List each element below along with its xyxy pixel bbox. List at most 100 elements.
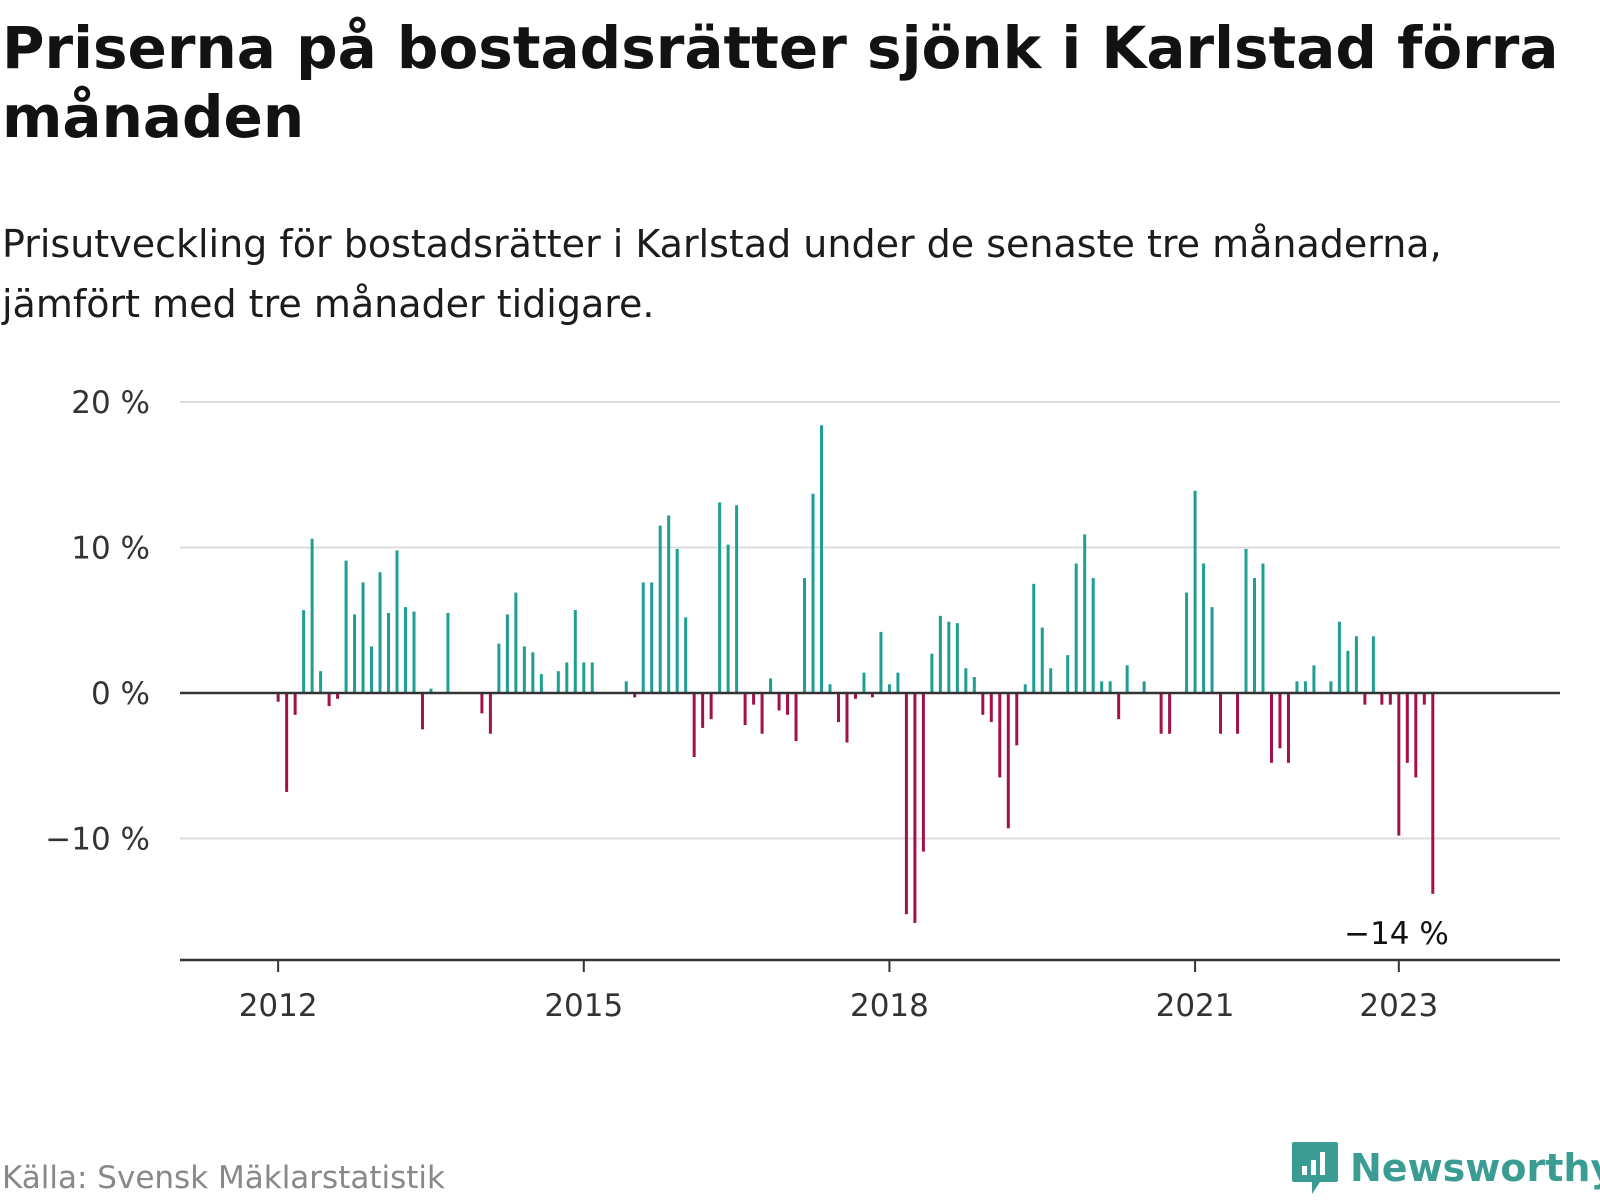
bar [1363,693,1367,705]
bar [624,681,628,693]
bar [344,560,348,693]
y-tick-label: 10 % [71,531,150,567]
bar-chart: 20 % 10 % 0 % −10 % 2012 2015 2018 2021 2023 −1… [45,385,1560,1024]
bar [387,612,391,693]
bar [1125,665,1129,693]
bar [336,693,340,699]
bar [565,662,569,693]
bar [497,643,501,693]
bar [395,550,399,693]
bar [633,693,637,698]
bar [327,693,331,707]
bar [896,672,900,693]
bar [1278,693,1282,749]
bar [981,693,985,715]
bar [786,693,790,715]
bar [1040,627,1044,693]
bar [1388,693,1392,705]
bar [590,662,594,693]
bar [1142,681,1146,693]
bar [1303,681,1307,693]
bar [302,610,306,693]
bar [420,693,424,730]
bar [1219,693,1223,734]
bar [370,646,374,693]
bar [709,693,713,720]
bar [998,693,1002,778]
bar [293,693,297,715]
bar [310,538,314,693]
bar [1295,681,1299,693]
bar [1202,563,1206,693]
brand-name: Newsworthy [1350,1146,1600,1190]
bar [1100,681,1104,693]
y-tick-label: 20 % [71,385,150,421]
source-note: Källa: Svensk Mäklarstatistik [2,1160,445,1196]
bar [921,693,925,852]
bar [658,525,662,693]
bar [1337,621,1341,693]
bar [930,653,934,693]
bar [378,572,382,693]
bar [752,693,756,705]
bar [760,693,764,734]
bar [1405,693,1409,763]
bar [1006,693,1010,829]
bar [531,652,535,693]
chart-title: Priserna på bostadsrätter sjönk i Karlst… [2,14,1559,151]
x-tick-label: 2015 [544,988,623,1024]
bar [582,662,586,693]
bar [964,668,968,693]
bar [836,693,840,723]
bar [429,688,433,693]
bar [675,548,679,693]
y-axis-ticks: 20 % 10 % 0 % −10 % [45,385,150,858]
bar [701,693,705,728]
chart-subtitle: Prisutveckling för bostadsrätter i Karls… [2,222,1442,326]
bar [972,676,976,693]
bar [1286,693,1290,763]
bar [1193,490,1197,693]
bar [1074,563,1078,693]
bar [1244,548,1248,693]
bar [769,678,773,693]
bar [514,592,518,693]
bar [735,505,739,693]
newsworthy-logo-icon [1292,1142,1338,1194]
bar [1210,607,1214,693]
bar [1354,636,1358,693]
bar [913,693,917,923]
bar [1168,693,1172,734]
y-tick-label: −10 % [45,822,150,858]
bar [989,693,993,723]
x-tick-label: 2023 [1359,988,1438,1024]
bar [1083,534,1087,693]
bar [692,693,696,758]
bar [904,693,908,915]
bar [361,582,365,693]
bar [1159,693,1163,734]
x-tick-label: 2012 [239,988,318,1024]
bar [285,693,289,792]
bar [828,684,832,693]
bar [319,671,323,693]
bar [505,614,509,693]
bar [1397,693,1401,836]
bar [1269,693,1273,763]
bar [743,693,747,726]
bar [1380,693,1384,705]
bar [1066,655,1070,693]
y-tick-label: 0 % [91,676,150,712]
bar [539,674,543,693]
bar [1015,693,1019,746]
bar [684,617,688,693]
bar [879,631,883,693]
newsworthy-logo: Newsworthy [1290,1140,1600,1196]
last-value-annotation: −14 % [1344,916,1449,952]
bar [938,615,942,693]
bar [446,612,450,693]
x-axis-ticks: 2012 2015 2018 2021 2023 [239,960,1438,1024]
bar [1032,583,1036,693]
gridlines [180,401,1560,840]
bar [641,582,645,693]
